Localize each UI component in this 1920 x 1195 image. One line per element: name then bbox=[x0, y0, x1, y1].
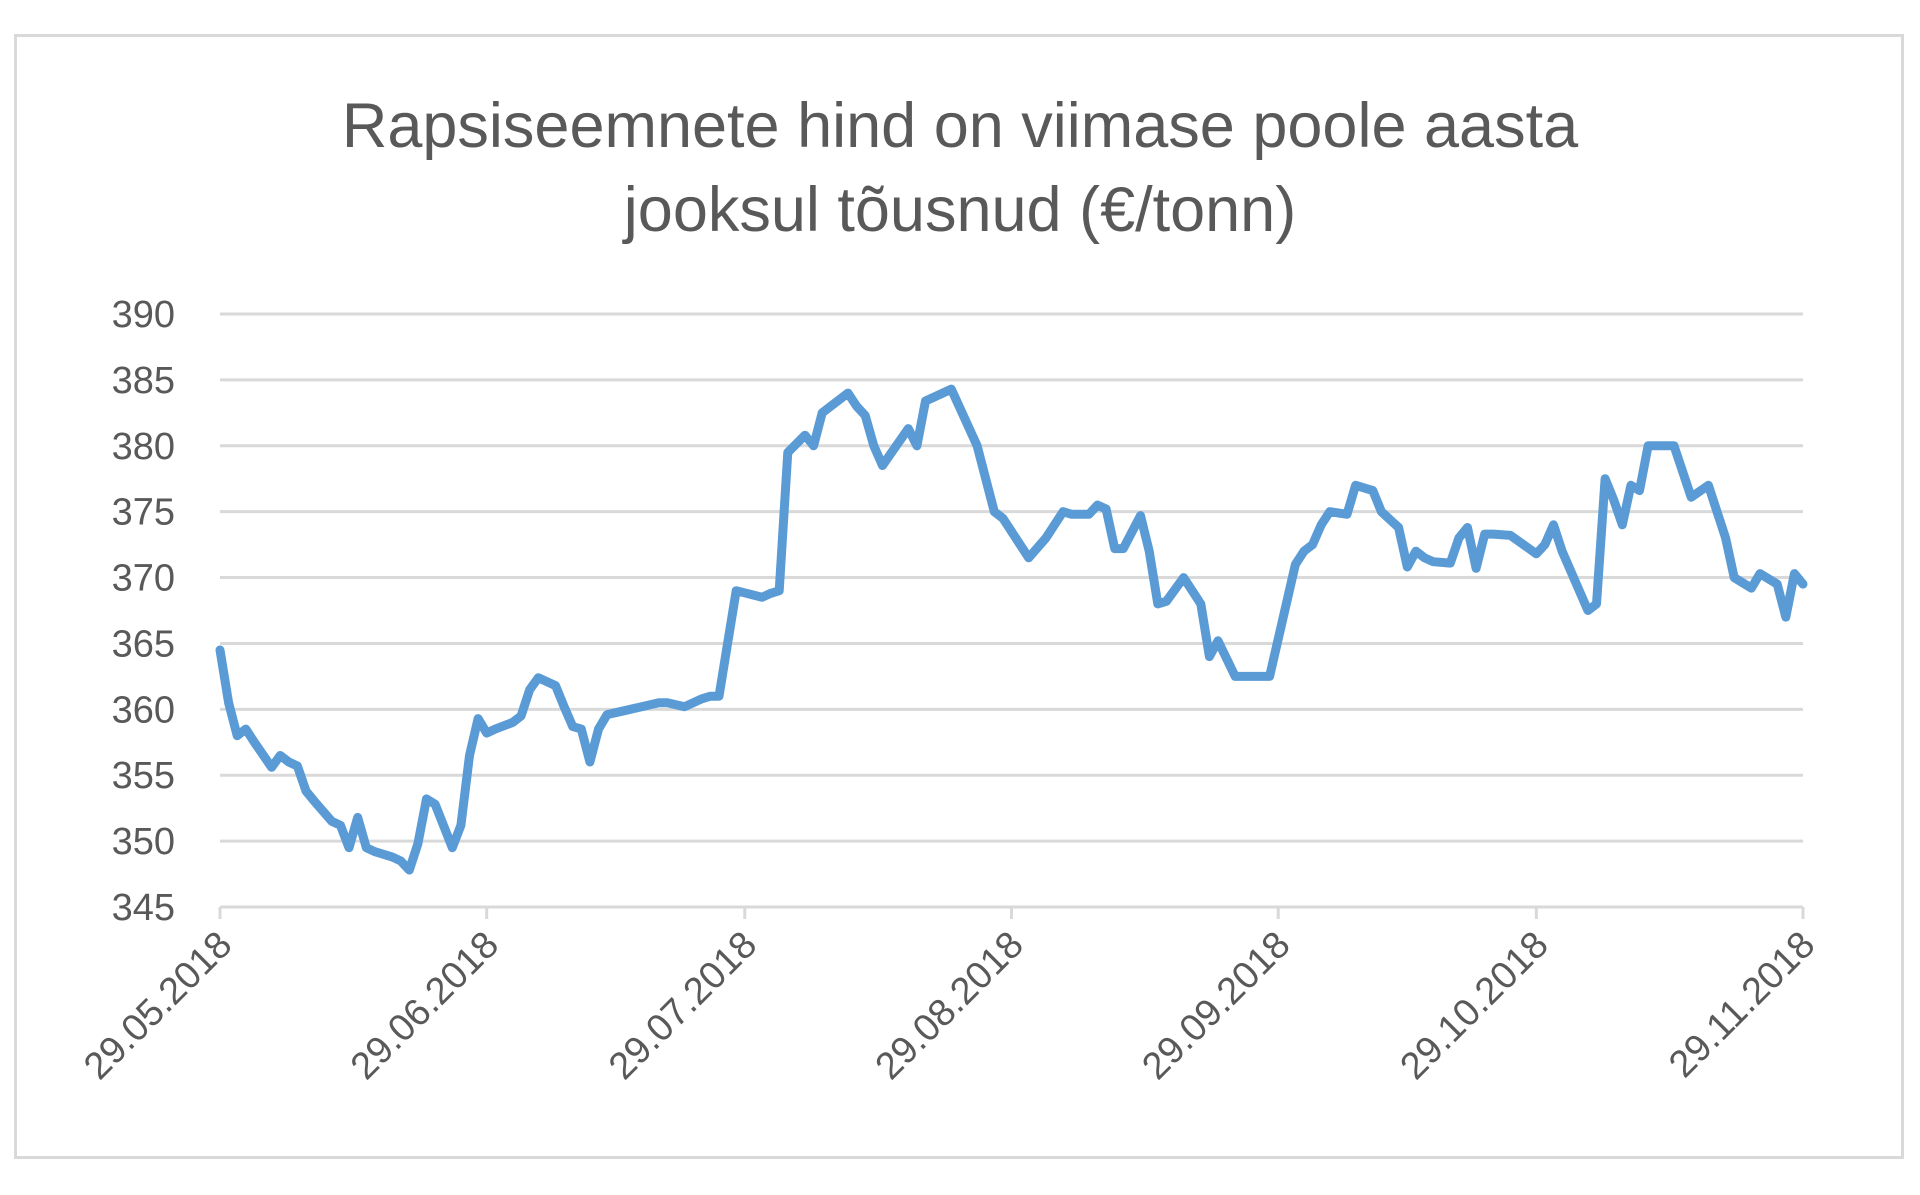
y-tick-label: 350 bbox=[112, 821, 175, 863]
x-tick-label: 29.11.2018 bbox=[1661, 924, 1823, 1086]
y-tick-label: 380 bbox=[112, 426, 175, 468]
y-tick-label: 390 bbox=[112, 294, 175, 336]
y-tick-label: 375 bbox=[112, 492, 175, 534]
y-tick-label: 385 bbox=[112, 360, 175, 402]
series-line bbox=[215, 384, 1808, 875]
x-axis bbox=[218, 905, 1805, 919]
y-tick-label: 370 bbox=[112, 558, 175, 600]
y-axis-tick-labels: 345 350 355 360 365 370 375 380 385 390 bbox=[112, 294, 175, 929]
y-tick-label: 355 bbox=[112, 755, 175, 797]
x-tick-label: 29.10.2018 bbox=[1392, 924, 1556, 1088]
x-tick-label: 29.06.2018 bbox=[343, 924, 507, 1088]
x-tick-label: 29.07.2018 bbox=[601, 924, 765, 1088]
x-tick-label: 29.08.2018 bbox=[868, 924, 1032, 1088]
x-tick-label: 29.05.2018 bbox=[76, 924, 240, 1088]
gridlines bbox=[220, 312, 1803, 843]
x-axis-tick-labels: 29.05.2018 29.06.2018 29.07.2018 29.08.2018… bbox=[76, 924, 1823, 1088]
y-tick-label: 345 bbox=[112, 887, 175, 929]
x-tick-label: 29.09.2018 bbox=[1134, 924, 1298, 1088]
y-tick-label: 365 bbox=[112, 623, 175, 665]
chart-frame bbox=[14, 34, 1904, 1159]
chart-title: Rapsiseemnete hind on viimase poole aast… bbox=[341, 91, 1579, 245]
y-tick-label: 360 bbox=[112, 689, 175, 731]
series-layer bbox=[215, 384, 1808, 875]
